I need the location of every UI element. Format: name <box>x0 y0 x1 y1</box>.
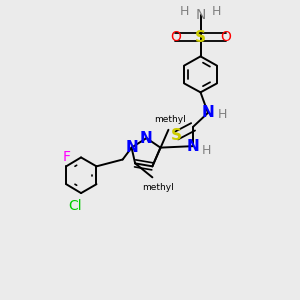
Text: H: H <box>179 5 189 18</box>
Text: N: N <box>195 8 206 22</box>
Text: H: H <box>212 5 222 18</box>
Text: N: N <box>125 140 138 155</box>
Text: S: S <box>171 128 182 143</box>
Text: H: H <box>218 108 227 122</box>
Text: H: H <box>202 144 211 157</box>
Text: N: N <box>140 130 153 146</box>
Text: S: S <box>195 30 206 45</box>
Text: Cl: Cl <box>68 200 82 214</box>
Text: O: O <box>220 30 231 44</box>
Text: O: O <box>170 30 181 44</box>
Text: N: N <box>187 139 200 154</box>
Text: methyl: methyl <box>142 183 174 192</box>
Text: methyl: methyl <box>154 116 186 124</box>
Text: N: N <box>202 105 214 120</box>
Text: F: F <box>62 150 70 164</box>
